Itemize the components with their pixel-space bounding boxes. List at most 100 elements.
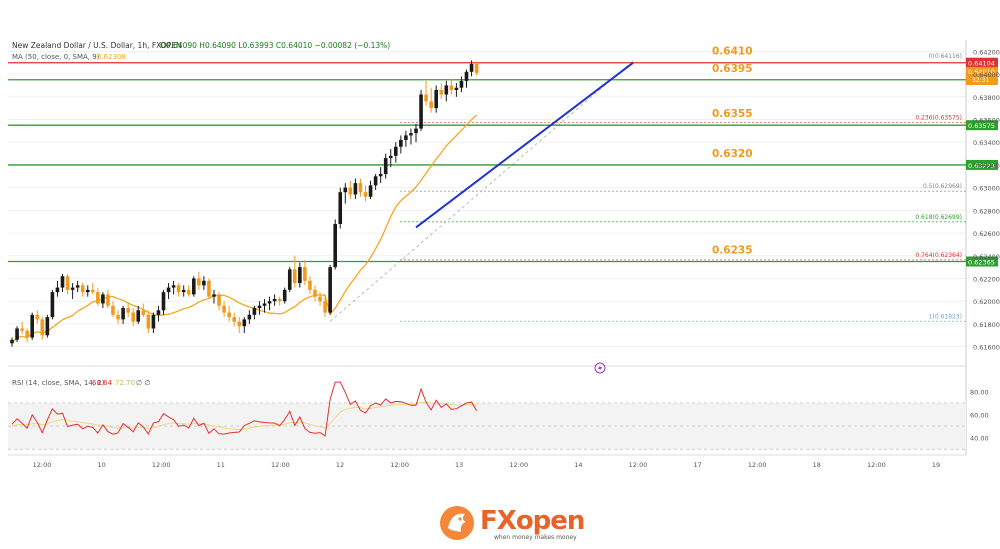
candle-body — [313, 289, 317, 297]
candle-body — [131, 312, 135, 322]
price-tick-label: 0.63200 — [973, 162, 1000, 170]
candle-body — [96, 292, 100, 304]
price-tick-label: 0.63600 — [973, 117, 1000, 125]
ohlc-readout: O0.64090 H0.64090 L0.63993 C0.64010 −0.0… — [160, 41, 390, 50]
time-tick-label: 12:00 — [867, 461, 886, 469]
candle-body — [293, 269, 297, 284]
candle-body — [217, 294, 221, 306]
fxopen-logo: FXopen when money makes money — [434, 504, 585, 544]
lightning-icon[interactable] — [594, 362, 606, 374]
candle-body — [50, 292, 55, 318]
rsi-extra: ∅ ∅ — [136, 379, 150, 387]
candle-body — [323, 301, 327, 313]
candle-body — [91, 289, 95, 293]
fib-level-label: 0(0.64116) — [929, 53, 962, 60]
candle-body — [181, 289, 186, 293]
candle-body — [35, 314, 40, 320]
fib-level-label: 0.5(0.62969) — [923, 183, 962, 190]
candle-body — [222, 305, 226, 313]
trend-line — [415, 61, 634, 229]
rsi-legend: RSI (14, close, SMA, 14, 2) — [12, 379, 105, 387]
candle-body — [161, 292, 166, 311]
fib-trend-line — [329, 60, 634, 322]
price-tick-label: 0.61600 — [973, 344, 1000, 352]
candle-body — [186, 289, 191, 295]
candle-body — [45, 317, 50, 336]
time-tick-label: 12:00 — [748, 461, 767, 469]
time-tick-label: 12:00 — [390, 461, 409, 469]
candle-body — [464, 71, 469, 81]
candle-body — [449, 85, 454, 90]
countdown-label: 32:31 — [972, 77, 989, 84]
price-chart: 0(0.64116) 0.236(0.63575) 0.5(0.62969) 0.61… — [8, 40, 1000, 469]
moving-average — [11, 114, 478, 344]
pair-title: New Zealand Dollar / U.S. Dollar, 1h, FX… — [12, 41, 182, 50]
candle-body — [166, 287, 171, 293]
candle-body — [156, 310, 161, 315]
fib-level-label: 0.236(0.63575) — [915, 114, 962, 121]
candle-body — [15, 328, 19, 340]
price-tick-label: 0.62400 — [973, 253, 1000, 261]
price-tick-label: 0.62000 — [973, 298, 1000, 306]
candle-body — [25, 330, 29, 338]
price-tick-label: 0.62200 — [973, 276, 1000, 284]
candle-body — [394, 146, 398, 156]
candle-body — [146, 314, 151, 329]
price-tag-label: 0.63575 — [968, 122, 995, 130]
candle-body — [151, 314, 156, 329]
ma-line — [11, 114, 478, 344]
candle-body — [247, 314, 252, 320]
price-tick-label: 0.62600 — [973, 230, 1000, 238]
candle-body — [116, 314, 120, 320]
candle-body — [353, 183, 358, 195]
candle-body — [333, 223, 337, 268]
candle-body — [328, 267, 332, 313]
candle-body — [65, 276, 70, 290]
trend-line-group — [415, 61, 634, 229]
candle-body — [282, 289, 287, 302]
candle-body — [388, 155, 393, 159]
time-tick-label: 12 — [336, 461, 344, 469]
fib-level-label: 0.618(0.62699) — [915, 214, 962, 221]
level-label: 0.6235 — [712, 244, 753, 256]
candle-body — [459, 80, 464, 88]
candle-body — [298, 267, 302, 284]
candle-body — [404, 135, 408, 140]
candle-body — [303, 267, 307, 281]
time-tick-label: 13 — [455, 461, 463, 469]
candle-body — [10, 339, 14, 344]
rsi-line — [11, 381, 478, 437]
support-resistance-levels: 0.64100.641040.63950.639550.63550.635750… — [8, 46, 998, 267]
fib-level-label: 0.764(0.62364) — [915, 252, 962, 259]
price-axis: 0.64200 0.64000 0.63800 0.63600 0.63400 0.632… — [973, 48, 1000, 351]
rsi-tick-label: 60.00 — [970, 412, 989, 420]
fib-level-label: 1(0.61823) — [929, 313, 962, 320]
rsi-ma-value: 72.70 — [115, 379, 135, 387]
time-tick-label: 12:00 — [629, 461, 648, 469]
price-tag-label: 0.63223 — [968, 162, 995, 170]
fibonacci-retracement: 0(0.64116) 0.236(0.63575) 0.5(0.62969) 0.61… — [329, 53, 966, 322]
candle-body — [202, 280, 206, 286]
candle-body — [75, 285, 80, 288]
price-tag — [966, 57, 998, 68]
candle-body — [136, 310, 141, 322]
candle-body — [469, 63, 474, 72]
candle-body — [111, 305, 115, 315]
candle-body — [363, 192, 368, 197]
price-tick-label: 0.63800 — [973, 94, 1000, 102]
candlesticks — [10, 60, 479, 347]
level-label: 0.6320 — [712, 148, 753, 160]
candle-body — [80, 285, 85, 293]
candle-body — [171, 285, 176, 288]
price-tick-label: 0.63400 — [973, 139, 1000, 147]
time-tick-label: 12:00 — [509, 461, 528, 469]
candle-body — [358, 183, 363, 193]
candle-body — [378, 174, 383, 177]
time-tick-label: 12:00 — [271, 461, 290, 469]
candle-body — [40, 319, 45, 336]
candle-body — [444, 85, 449, 95]
time-tick-label: 17 — [693, 461, 701, 469]
candle-body — [409, 133, 413, 136]
candle-body — [368, 185, 373, 197]
rsi-ma-line — [11, 401, 477, 431]
